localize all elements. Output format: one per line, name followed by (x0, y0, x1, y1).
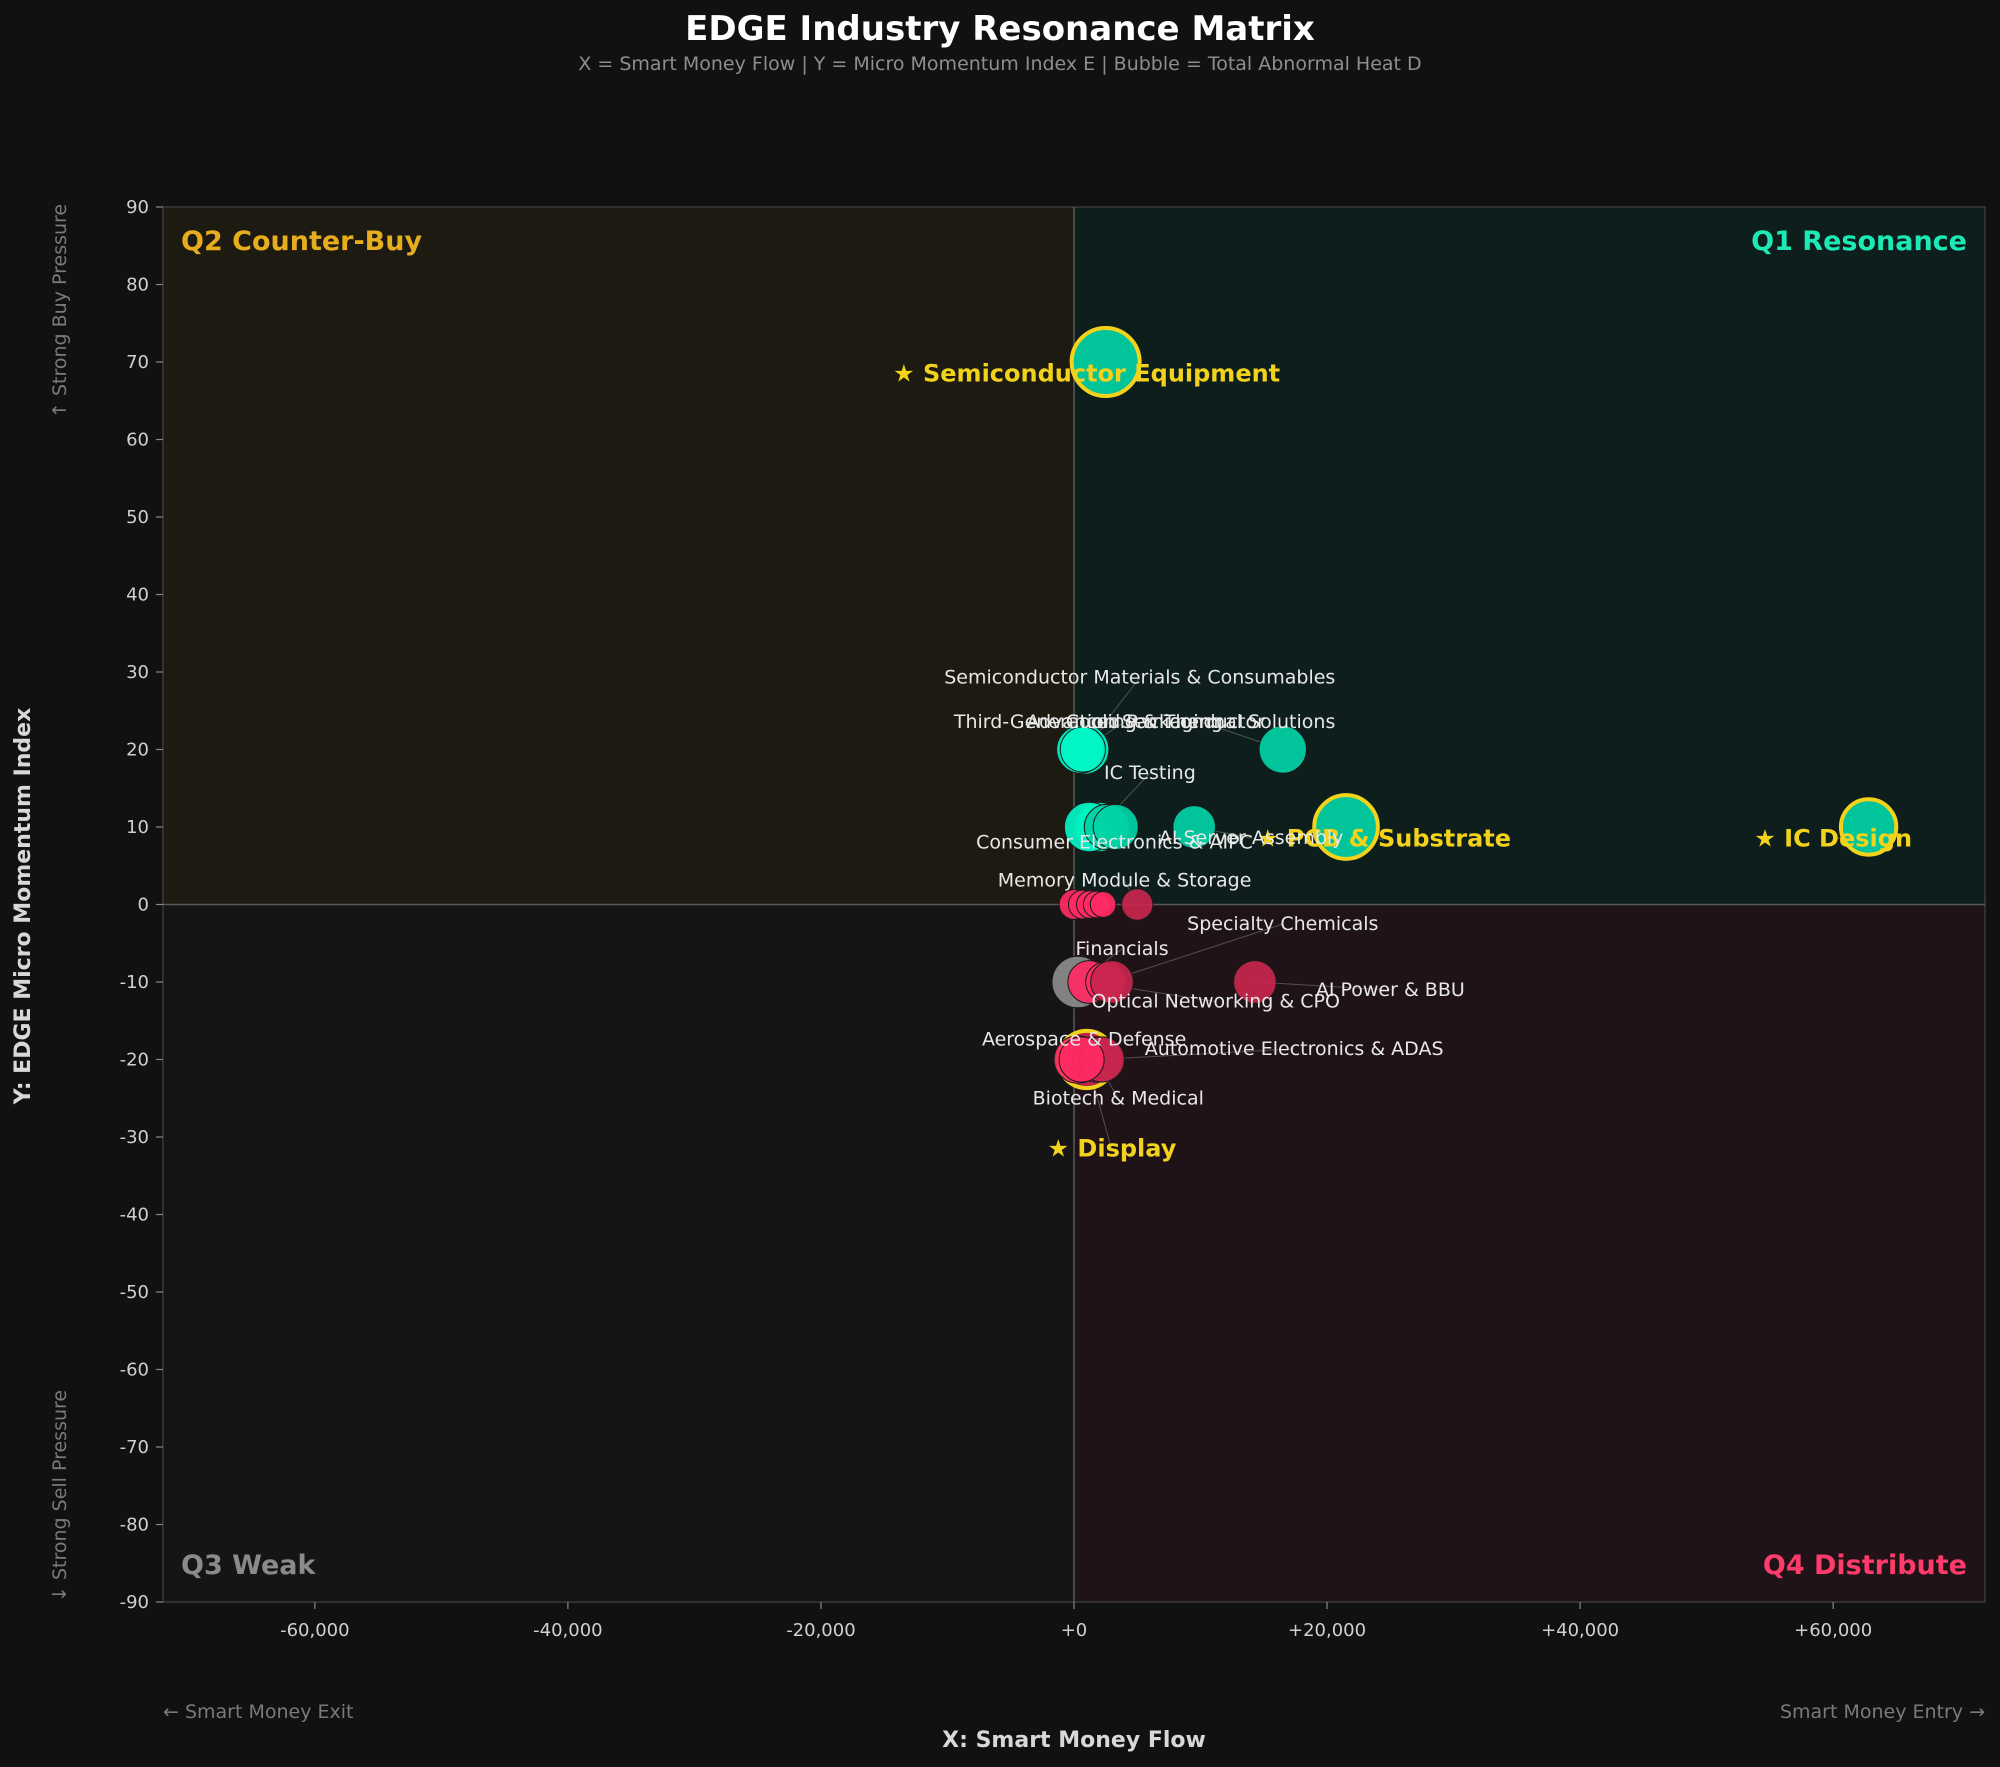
quadrant-bg-q3 (163, 904, 1074, 1602)
y-tick-label: 0 (138, 895, 149, 916)
bubble-star (1838, 797, 1899, 857)
leader-line (1105, 923, 1283, 983)
y-tick-label: 80 (126, 275, 149, 296)
bubble-small (1090, 960, 1134, 1004)
y-tick-label: -90 (120, 1592, 149, 1613)
x-tick-label: -40,000 (533, 1620, 602, 1641)
bubble-label: AI Server Assembly (1159, 827, 1344, 849)
bubble-label: Optical Networking & CPO (1091, 991, 1339, 1013)
y-tick-label: -70 (120, 1437, 149, 1458)
bubble-label-star: ★ IC Design (1754, 824, 1912, 852)
bubble-label: Advanced Packaging (1026, 711, 1222, 733)
y-tick-label: -10 (120, 972, 149, 993)
quadrant-label-q4: Q4 Distribute (1763, 1550, 1967, 1581)
chart-title: EDGE Industry Resonance Matrix (685, 9, 1315, 49)
y-axis-title: Y: EDGE Micro Momentum Index (11, 708, 36, 1106)
bubble-small (1089, 891, 1117, 918)
x-axis-title: X: Smart Money Flow (942, 1728, 1206, 1753)
quadrant-labels: Q2 Counter-Buy Q1 Resonance Q3 Weak Q4 D… (181, 226, 1967, 1581)
bubble-small (1058, 1036, 1105, 1083)
y-axis-ticks: 90 80 70 60 50 40 30 20 10 0 -10 -20 -30 -40 -50 -60 -70… (120, 197, 163, 1613)
hint-strong-buy-pressure: ↑ Strong Buy Pressure (49, 204, 71, 418)
plot-area (162, 206, 1986, 1603)
hint-smart-money-exit: ← Smart Money Exit (163, 1701, 353, 1723)
bubble-star (1069, 326, 1142, 398)
y-tick-label: 40 (126, 585, 149, 606)
bubble-label-star: ★ Semiconductor Equipment (893, 359, 1280, 387)
bubbles (1051, 326, 1899, 1091)
y-tick-label: 90 (126, 197, 149, 218)
bubble-label: AI Power & BBU (1316, 979, 1465, 1001)
hint-smart-money-entry: Smart Money Entry → (1780, 1701, 1985, 1723)
bubble-label-star: ★ PCB & Substrate (1257, 824, 1511, 852)
bubble-label: Automotive Electronics & ADAS (1145, 1038, 1444, 1060)
x-tick-label: +40,000 (1541, 1620, 1619, 1641)
y-tick-label: -30 (120, 1127, 149, 1148)
y-tick-label: 10 (126, 817, 149, 838)
quadrant-label-q2: Q2 Counter-Buy (181, 226, 422, 257)
bubble-star (1312, 793, 1380, 861)
bubble (1121, 888, 1154, 921)
y-tick-label: 30 (126, 662, 149, 683)
y-tick-label: -80 (120, 1515, 149, 1536)
bubble-labels: ★ Semiconductor Equipment ★ IC Design ★ PC… (893, 359, 1912, 1162)
x-tick-label: +20,000 (1288, 1620, 1366, 1641)
y-tick-label: 60 (126, 430, 149, 451)
y-tick-label: -40 (120, 1205, 149, 1226)
y-tick-label: 50 (126, 507, 149, 528)
bubble (1172, 805, 1217, 849)
bubble-label-star: ★ Display (1048, 1134, 1177, 1162)
x-tick-label: -60,000 (280, 1620, 349, 1641)
y-tick-label: 20 (126, 740, 149, 761)
bubble-label: Biotech & Medical (1033, 1087, 1204, 1109)
bubble-label: Third-Generation Semiconductor (953, 711, 1265, 733)
x-tick-label: +0 (1061, 1620, 1088, 1641)
y-tick-label: -50 (120, 1282, 149, 1303)
bubble (1258, 725, 1307, 774)
x-axis-ticks: -60,000 -40,000 -20,000 +0 +20,000 +40,000 +60… (280, 1602, 1872, 1641)
y-tick-label: -60 (120, 1360, 149, 1381)
bubble-label: Memory Module & Storage (998, 870, 1252, 892)
bubble-label: Specialty Chemicals (1187, 913, 1378, 935)
bubble (1233, 960, 1277, 1004)
y-tick-label: 70 (126, 352, 149, 373)
bubble (1059, 726, 1106, 773)
leader-line (1254, 981, 1391, 991)
bubble-label: Financials (1076, 938, 1169, 960)
hint-strong-sell-pressure: ↓ Strong Sell Pressure (49, 1390, 71, 1602)
quadrant-label-q3: Q3 Weak (181, 1550, 316, 1581)
bubble-label: Cooling & Thermal Solutions (1066, 711, 1336, 733)
quadrant-bg-q1 (1074, 207, 1985, 905)
quadrant-bg-q2 (163, 207, 1074, 905)
bubble-small (1092, 803, 1139, 851)
bubble-label: IC Testing (1104, 762, 1196, 784)
bubble-label: Semiconductor Materials & Consumables (944, 667, 1335, 689)
leader-line (1099, 1048, 1295, 1060)
x-tick-label: -20,000 (786, 1620, 855, 1641)
quadrant-bg-q4 (1074, 904, 1985, 1602)
quadrant-label-q1: Q1 Resonance (1751, 226, 1967, 257)
bubble-label: Consumer Electronics & AIPC (976, 832, 1253, 854)
x-tick-label: +60,000 (1794, 1620, 1872, 1641)
bubble-label: Aerospace & Defense (982, 1029, 1186, 1051)
chart-subtitle: X = Smart Money Flow | Y = Micro Momentu… (578, 53, 1421, 75)
y-tick-label: -20 (120, 1050, 149, 1071)
